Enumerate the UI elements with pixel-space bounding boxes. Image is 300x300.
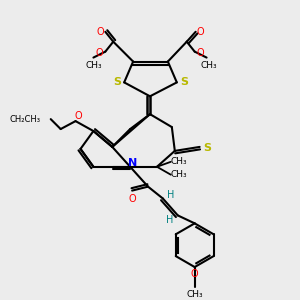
Text: H: H [166, 215, 173, 225]
Text: O: O [197, 48, 204, 58]
Text: CH₃: CH₃ [170, 157, 187, 166]
Text: H: H [167, 190, 175, 200]
Text: S: S [204, 143, 212, 153]
Text: O: O [128, 194, 136, 203]
Text: O: O [97, 27, 104, 37]
Text: O: O [96, 48, 103, 58]
Text: CH₃: CH₃ [85, 61, 102, 70]
Text: CH₂CH₃: CH₂CH₃ [10, 115, 41, 124]
Text: O: O [197, 27, 204, 37]
Text: O: O [75, 111, 82, 121]
Text: N: N [128, 158, 137, 168]
Text: CH₃: CH₃ [186, 290, 203, 299]
Text: S: S [113, 77, 121, 87]
Text: CH₃: CH₃ [170, 170, 187, 179]
Text: S: S [180, 77, 188, 87]
Text: CH₃: CH₃ [200, 61, 217, 70]
Text: O: O [191, 269, 199, 279]
